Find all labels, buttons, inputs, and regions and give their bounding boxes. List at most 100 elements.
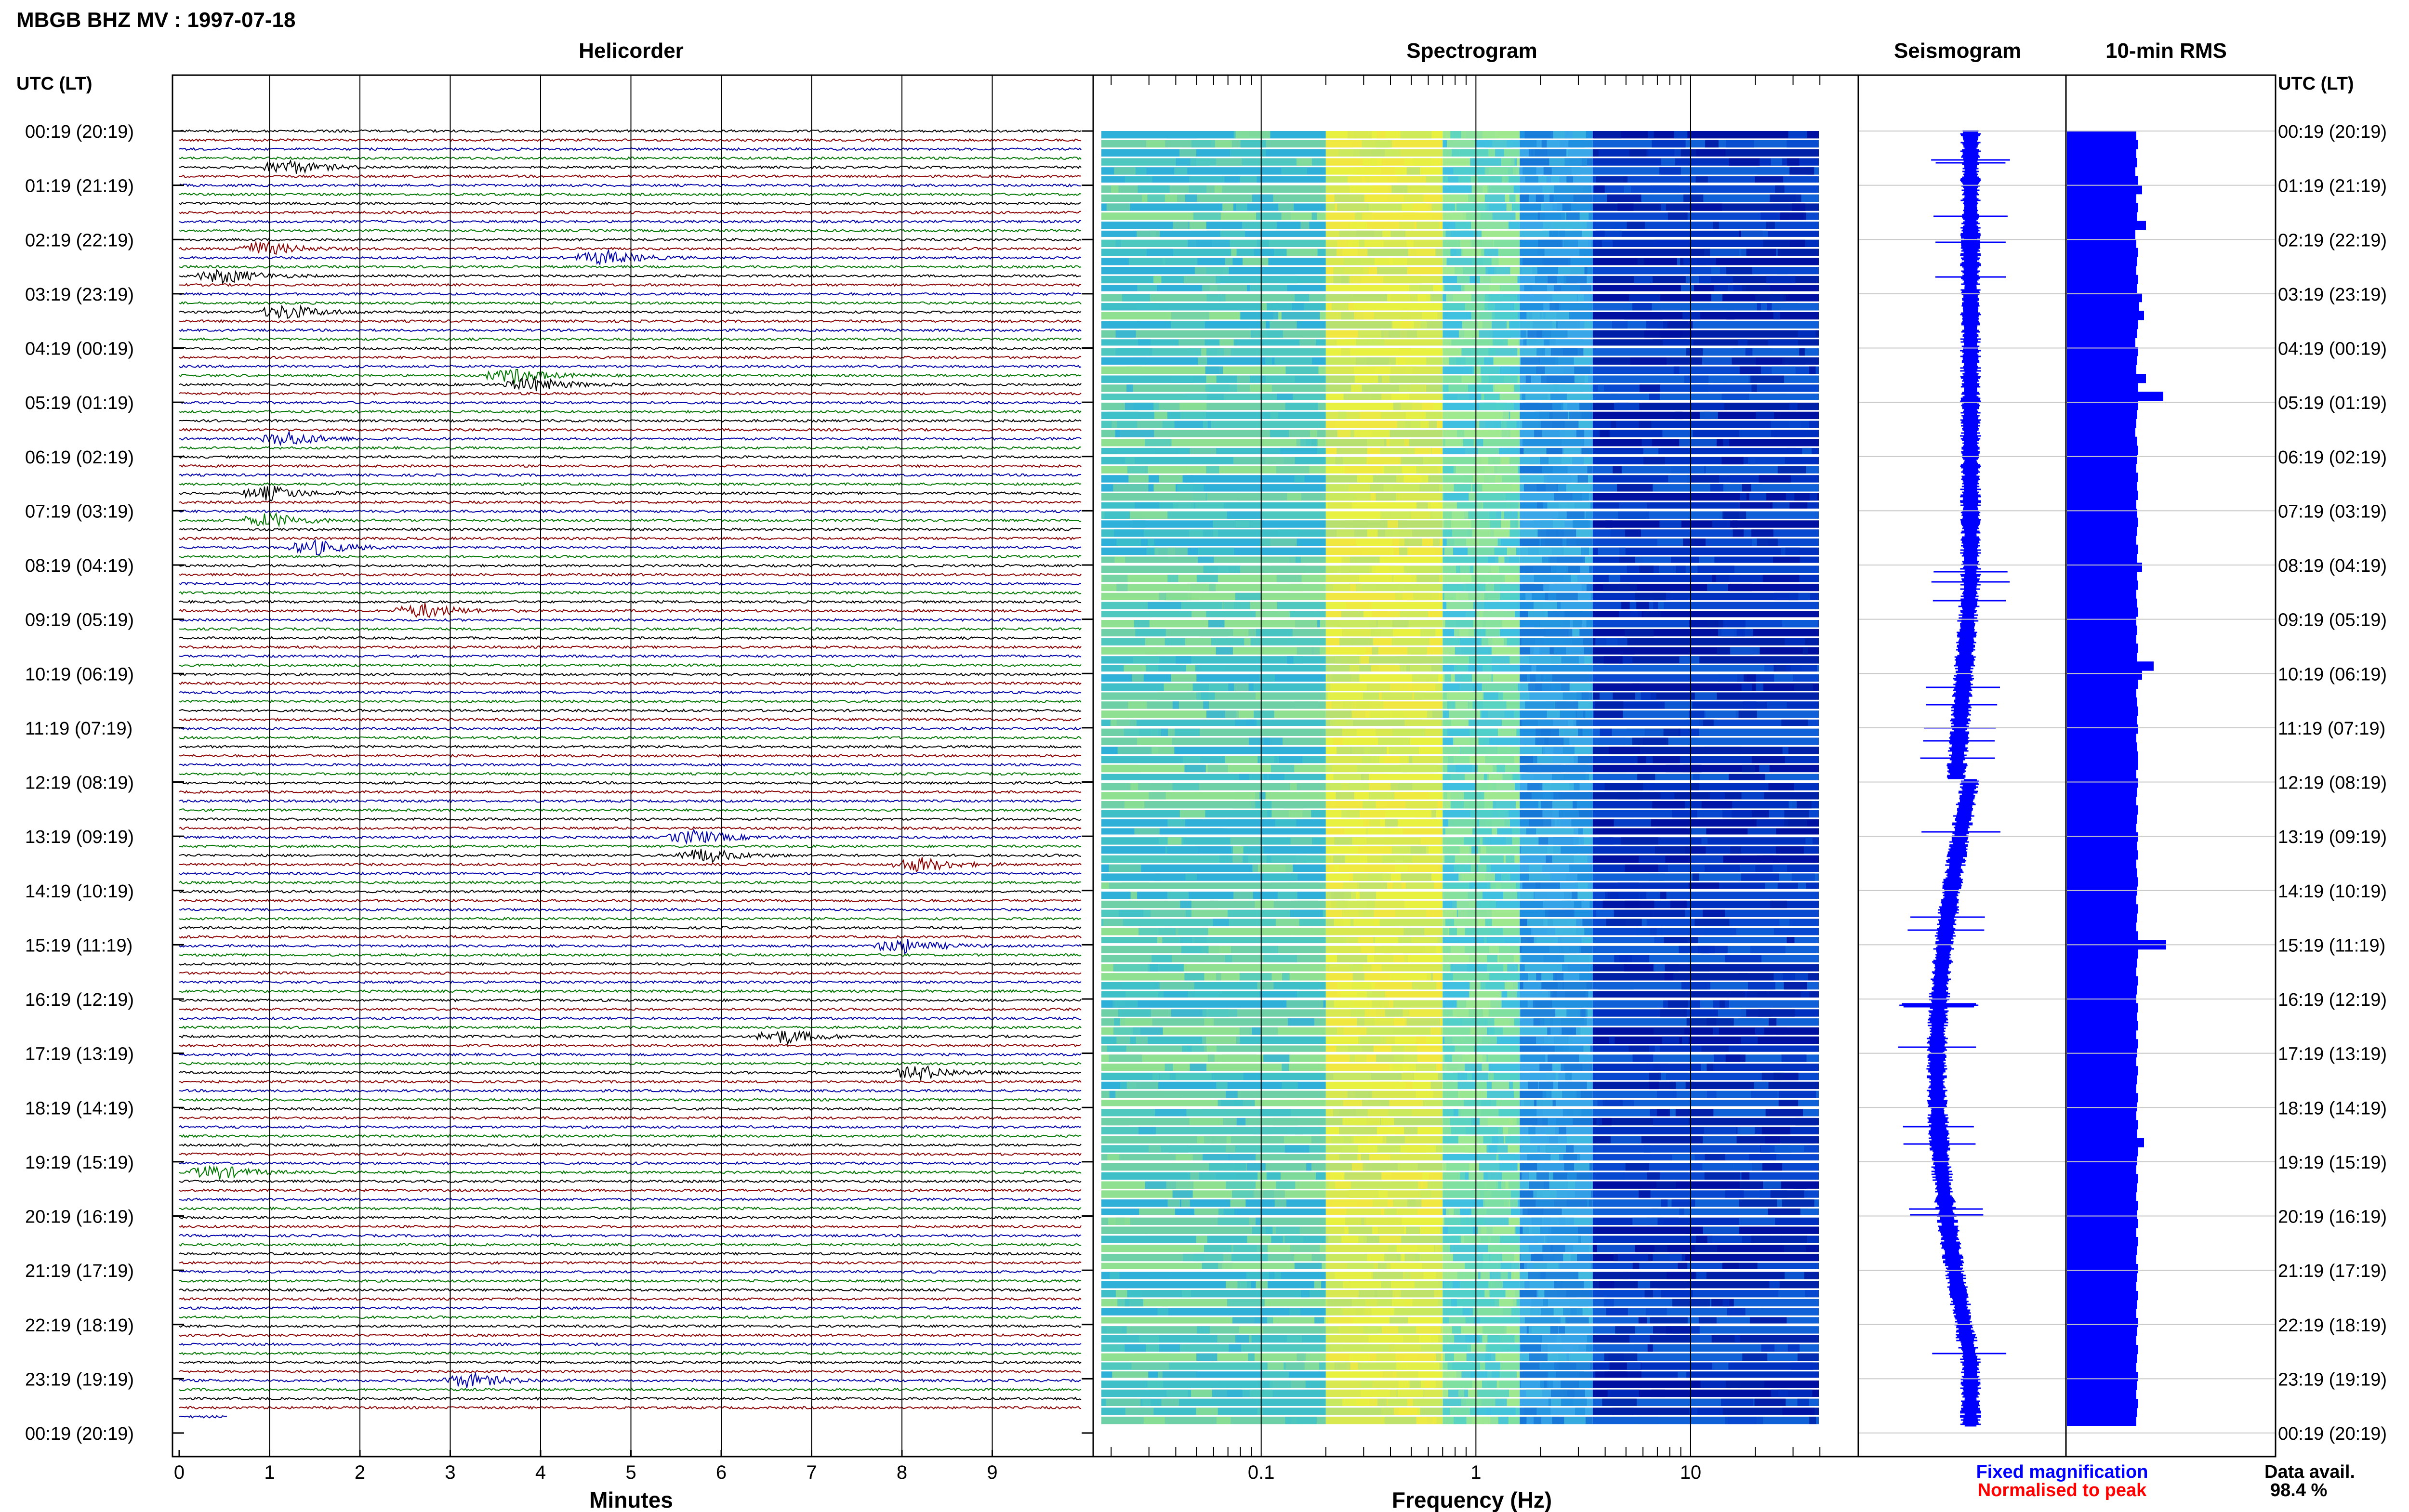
spectrogram-cell: [1370, 484, 1384, 492]
spectrogram-cell: [1385, 819, 1398, 827]
spectrogram-cell: [1164, 919, 1172, 926]
spectrogram-cell: [1368, 1335, 1403, 1343]
spectrogram-cell: [1751, 1091, 1778, 1098]
spectrogram-cell: [1404, 719, 1442, 727]
spectrogram-cell: [1657, 1091, 1677, 1098]
spectrogram-cell: [1613, 466, 1622, 473]
spectrogram-cell: [1185, 194, 1197, 202]
spectrogram-cell: [1339, 565, 1372, 573]
spectrogram-cell: [1529, 1072, 1540, 1080]
spectrogram-cell: [1270, 457, 1284, 465]
spectrogram-cell: [1740, 493, 1747, 501]
spectrogram-cell: [1124, 728, 1158, 736]
spectrogram-cell: [1396, 1245, 1435, 1252]
spectrogram-cell: [1461, 375, 1477, 383]
spectrogram-cell: [1455, 647, 1492, 655]
spectrogram-cell: [1723, 439, 1730, 447]
spectrogram-cell: [1650, 185, 1680, 193]
rms-bar: [2067, 598, 2137, 608]
spectrogram-cell: [1507, 991, 1517, 999]
spectrogram-cell: [1359, 239, 1365, 247]
spectrogram-cell: [1293, 611, 1319, 618]
spectrogram-cell: [1406, 1226, 1420, 1234]
spectrogram-cell: [1306, 1163, 1311, 1171]
spectrogram-cell: [1331, 303, 1349, 311]
spectrogram-cell: [1741, 1036, 1758, 1044]
spectrogram-cell: [1522, 946, 1560, 954]
rms-bar: [2067, 509, 2137, 518]
spectrogram-cell: [1360, 411, 1381, 420]
spectrogram-cell: [1150, 728, 1161, 736]
spectrogram-cell: [1194, 1208, 1224, 1216]
spectrogram-cell: [1230, 1208, 1266, 1216]
spectrogram-cell: [1582, 447, 1590, 456]
spectrogram-cell: [1495, 1299, 1517, 1307]
spectrogram-cell: [1672, 810, 1697, 818]
spectrogram-cell: [1363, 1326, 1377, 1334]
spectrogram-cell: [1485, 629, 1500, 637]
spectrogram-cell: [1566, 647, 1584, 655]
spectrogram-cell: [1339, 1109, 1368, 1117]
spectrogram-cell: [1115, 348, 1152, 356]
panel-frames: [172, 74, 2277, 1458]
spectrogram-cell: [1533, 928, 1555, 935]
spectrogram-cell: [1386, 1136, 1405, 1144]
spectrogram-cell: [1408, 249, 1436, 256]
spectrogram-cell: [1466, 1353, 1496, 1361]
spectrogram-cell: [1380, 511, 1411, 519]
spectrogram-cell: [1389, 439, 1404, 447]
spectrogram-cell: [1165, 1064, 1173, 1071]
spectrogram-cell: [1705, 140, 1719, 148]
spectrogram-cell: [1135, 629, 1166, 637]
spectrogram-cell: [1551, 167, 1580, 175]
spectrogram-cell: [1488, 638, 1504, 645]
spectrogram-cell: [1644, 1290, 1653, 1298]
spectrogram-cell: [1566, 176, 1574, 184]
spectrogram-cell: [1495, 149, 1504, 157]
spectrogram-cell: [1445, 828, 1473, 836]
spectrogram-cell: [1627, 728, 1664, 736]
spectrogram-cell: [1624, 185, 1631, 193]
spectrogram-cell: [1461, 131, 1499, 139]
spectrogram-cell: [1473, 1308, 1501, 1315]
helicorder-trace: [179, 455, 1082, 459]
helicorder-trace: [179, 953, 1082, 957]
spectrogram-cell: [1449, 357, 1466, 365]
spectrogram-cell: [1466, 1398, 1482, 1406]
spectrogram-cell: [1564, 131, 1573, 139]
spectrogram-cell: [1230, 837, 1260, 845]
spectrogram-cell: [1357, 475, 1373, 483]
spectrogram-cell: [1764, 665, 1776, 673]
spectrogram-cell: [1284, 1136, 1311, 1144]
spectrogram-cell: [1372, 339, 1385, 347]
spectrogram-cell: [1406, 411, 1426, 420]
spectrogram-cell: [1394, 1407, 1418, 1415]
spectrogram-cell: [1343, 1281, 1381, 1288]
spectrogram-cell: [1782, 1199, 1814, 1207]
spectrogram-cell: [1789, 402, 1798, 410]
spectrogram-cell: [1534, 1253, 1563, 1262]
spectrogram-cell: [1257, 1172, 1267, 1180]
helicorder-trace: [179, 464, 1082, 468]
spectrogram-cell: [1607, 1389, 1639, 1397]
spectrogram-cell: [1639, 421, 1652, 428]
spectrogram-cell: [1262, 538, 1297, 546]
spectrogram-cell: [1461, 1109, 1499, 1117]
rms-bar: [2067, 697, 2137, 707]
spectrogram-cell: [1447, 1362, 1480, 1370]
spectrogram-cell: [1530, 1136, 1567, 1144]
spectrogram-cell: [1592, 1036, 1819, 1044]
rms-bar: [2067, 526, 2137, 536]
spectrogram-cell: [1688, 882, 1720, 890]
left-time-label: 21:19 (17:19): [25, 1261, 134, 1281]
spectrogram-cell: [1180, 411, 1206, 420]
spectrogram-cell: [1550, 394, 1567, 401]
left-time-label: 20:19 (16:19): [25, 1207, 134, 1227]
spectrogram-cell: [1277, 529, 1299, 537]
spectrogram-cell: [1594, 131, 1621, 139]
spectrogram-cell: [1564, 158, 1587, 166]
spectrogram-cell: [1470, 158, 1501, 166]
spectrogram-cell: [1325, 529, 1443, 537]
spectrogram-cell: [1364, 1009, 1385, 1017]
spectrogram-cell: [1739, 430, 1771, 437]
